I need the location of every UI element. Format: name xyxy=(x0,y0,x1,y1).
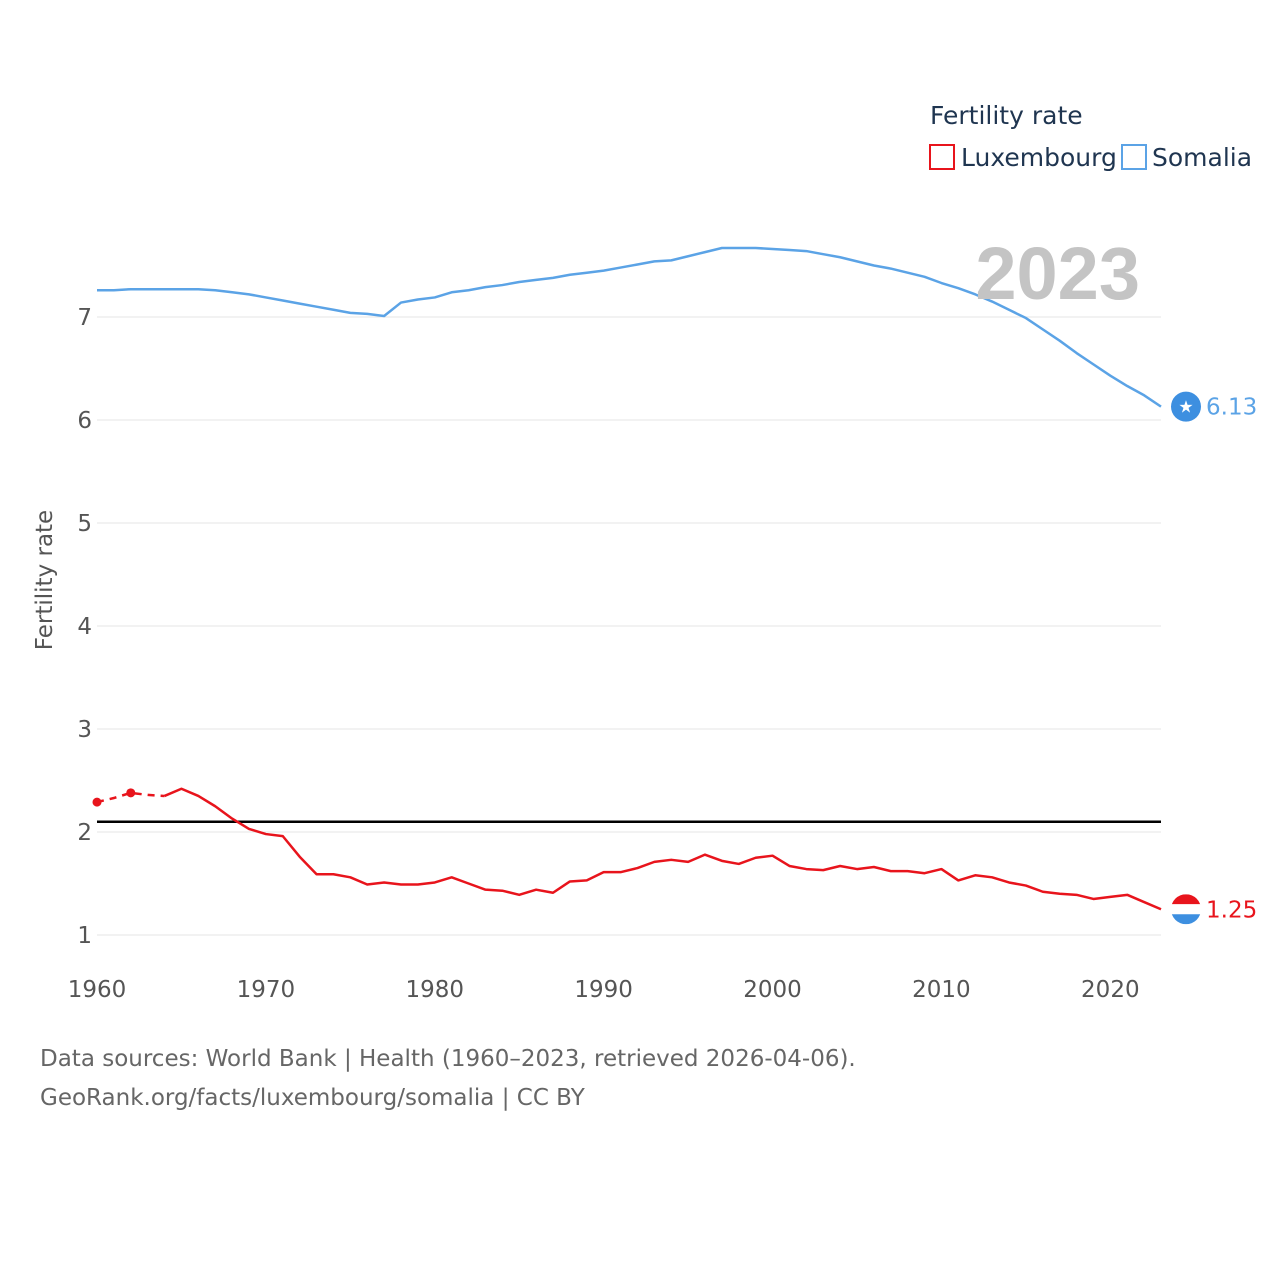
end-value-label-luxembourg: 1.25 xyxy=(1206,897,1257,923)
x-tick-label: 1990 xyxy=(574,977,633,1003)
legend-label-somalia: Somalia xyxy=(1152,143,1252,172)
x-tick-label: 2020 xyxy=(1081,977,1140,1003)
y-tick-label: 3 xyxy=(77,717,92,743)
series-line-somalia xyxy=(97,246,1162,408)
x-tick-label: 1960 xyxy=(68,977,127,1003)
somalia-flag-icon xyxy=(1171,391,1201,422)
flag-stripe-white xyxy=(1171,904,1201,915)
grid-lines xyxy=(97,316,1161,936)
legend-item-somalia[interactable]: Somalia xyxy=(1121,143,1252,172)
y-tick-label: 1 xyxy=(77,923,92,949)
luxembourg-flag-icon xyxy=(1171,894,1201,925)
legend-label-luxembourg: Luxembourg xyxy=(961,143,1117,172)
x-axis-ticks: 1960 1970 1980 1990 2000 2010 2020 xyxy=(68,977,1140,1003)
legend-swatch-somalia xyxy=(1121,144,1147,170)
x-tick-label: 1970 xyxy=(237,977,296,1003)
y-tick-label: 6 xyxy=(77,408,92,434)
end-marker-luxembourg: 1.25 xyxy=(1171,894,1257,925)
end-value-label-somalia: 6.13 xyxy=(1206,395,1257,421)
series-line-luxembourg-dashed xyxy=(96,791,165,804)
current-year-label: 2023 xyxy=(975,232,1140,315)
y-tick-label: 5 xyxy=(77,511,92,537)
x-tick-label: 2000 xyxy=(743,977,802,1003)
y-tick-label: 2 xyxy=(77,820,92,846)
y-tick-label: 7 xyxy=(77,305,92,331)
source-line-2[interactable]: GeoRank.org/facts/luxembourg/somalia | C… xyxy=(40,1085,585,1111)
end-markers: 1.25 ★ 6.13 xyxy=(1171,391,1257,925)
x-tick-label: 2010 xyxy=(912,977,971,1003)
series-line-luxembourg xyxy=(164,787,1162,911)
series-group xyxy=(92,246,1162,911)
flag-stripe-red xyxy=(1171,894,1201,905)
source-line-1: Data sources: World Bank | Health (1960–… xyxy=(40,1046,856,1072)
star-icon: ★ xyxy=(1178,398,1193,418)
data-point-luxembourg-1960 xyxy=(92,797,102,807)
legend-title: Fertility rate xyxy=(930,101,1083,130)
x-tick-label: 1980 xyxy=(406,977,465,1003)
legend-swatch-luxembourg xyxy=(929,144,955,170)
y-axis-title: Fertility rate xyxy=(32,510,58,650)
flag-stripe-blue xyxy=(1171,914,1201,925)
legend: Fertility rate Luxembourg Somalia xyxy=(929,101,1252,172)
y-axis-ticks: 1 2 3 4 5 6 7 xyxy=(77,305,92,949)
data-point-luxembourg-1962 xyxy=(126,788,136,798)
legend-item-luxembourg[interactable]: Luxembourg xyxy=(929,143,1117,172)
end-marker-somalia: ★ 6.13 xyxy=(1171,391,1257,422)
y-tick-label: 4 xyxy=(77,614,92,640)
